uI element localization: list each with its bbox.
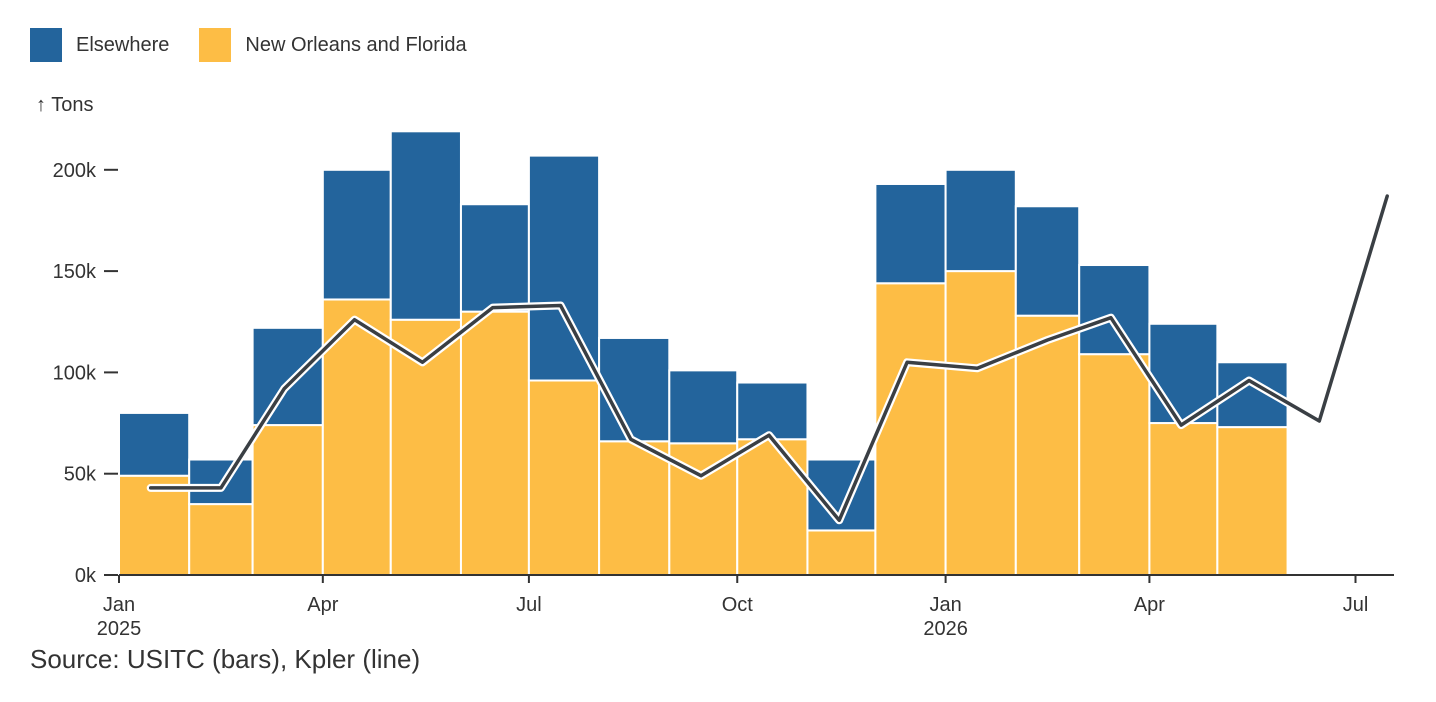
legend-swatch-elsewhere — [30, 28, 62, 62]
legend-item-elsewhere: Elsewhere — [30, 28, 169, 62]
x-tick-sublabel-4: 2026 — [923, 618, 968, 640]
bar-new-orleans-florida-2025-11 — [806, 529, 877, 576]
legend-swatch-new-orleans-florida — [199, 28, 232, 62]
bar-elsewhere-2026-02 — [1014, 205, 1081, 317]
bar-elsewhere-2025-03 — [251, 326, 324, 427]
x-tick-label-0: Jan — [103, 594, 135, 616]
bar-elsewhere-2026-03 — [1078, 264, 1151, 356]
x-tick-sublabel-0: 2025 — [97, 618, 142, 640]
bar-elsewhere-2025-07 — [527, 154, 601, 382]
x-tick-label-1: Apr — [307, 594, 338, 616]
x-tick-label-2: Jul — [516, 594, 542, 616]
legend-item-new-orleans-florida: New Orleans and Florida — [199, 28, 467, 62]
bar-elsewhere-2025-10 — [736, 381, 809, 441]
bar-elsewhere-2026-01 — [944, 168, 1017, 273]
bar-elsewhere-2025-12 — [874, 182, 947, 285]
y-tick-label-0k: 0k — [75, 565, 97, 587]
line-series — [148, 194, 1389, 523]
y-tick-label-50k: 50k — [64, 464, 97, 486]
bar-new-orleans-florida-2026-04 — [1148, 422, 1219, 576]
bar-elsewhere-2025-09 — [668, 369, 739, 445]
bar-new-orleans-florida-2025-10 — [736, 438, 809, 576]
y-axis-label: ↑ Tons — [36, 94, 94, 116]
x-tick-label-3: Oct — [722, 594, 754, 616]
bar-new-orleans-florida-2025-01 — [118, 474, 191, 577]
bar-new-orleans-florida-2025-08 — [598, 440, 671, 576]
bar-new-orleans-florida-2026-02 — [1014, 314, 1081, 576]
source-note: Source: USITC (bars), Kpler (line) — [30, 644, 421, 674]
bar-new-orleans-florida-2025-06 — [459, 310, 530, 576]
x-tick-label-5: Apr — [1134, 594, 1165, 616]
bar-elsewhere-2025-04 — [321, 168, 392, 301]
legend: Elsewhere New Orleans and Florida — [30, 28, 497, 62]
bar-new-orleans-florida-2026-05 — [1216, 426, 1289, 576]
bar-new-orleans-florida-2026-01 — [944, 270, 1017, 576]
bar-new-orleans-florida-2025-07 — [527, 379, 601, 576]
x-tick-label-6: Jul — [1343, 594, 1369, 616]
x-tick-label-4: Jan — [929, 594, 961, 616]
bar-elsewhere-2025-01 — [118, 411, 191, 477]
bar-new-orleans-florida-2025-02 — [188, 503, 254, 576]
bar-elsewhere-2025-05 — [389, 130, 462, 321]
bar-elsewhere-2025-08 — [598, 336, 671, 443]
legend-label-elsewhere: Elsewhere — [76, 33, 170, 56]
bar-elsewhere-2025-06 — [459, 203, 530, 313]
y-tick-label-200k: 200k — [53, 160, 97, 182]
y-tick-label-150k: 150k — [53, 261, 97, 283]
bar-new-orleans-florida-2026-03 — [1078, 353, 1151, 576]
legend-label-new-orleans-florida: New Orleans and Florida — [245, 33, 467, 56]
y-tick-label-100k: 100k — [53, 362, 97, 384]
bar-new-orleans-florida-2025-03 — [251, 424, 324, 576]
bar-new-orleans-florida-2025-12 — [874, 282, 947, 576]
